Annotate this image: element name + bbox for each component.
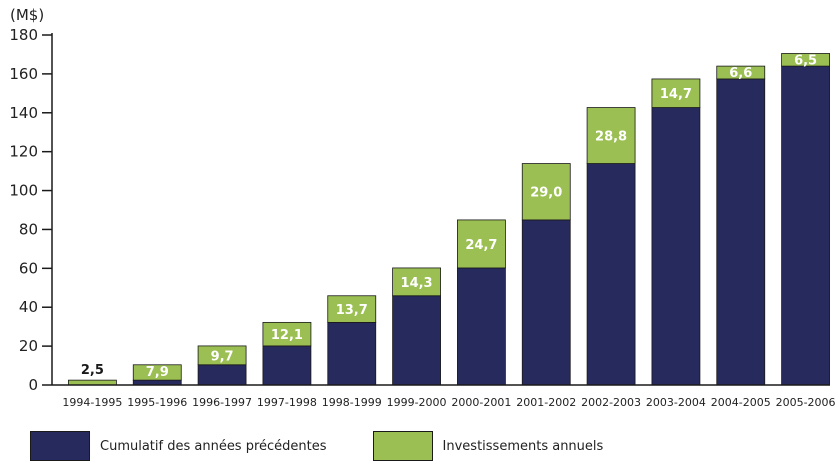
x-tick-label: 1998-1999	[322, 396, 382, 409]
x-axis-labels: 1994-1995 1995-1996 1996-1997 1997-1998 1998…	[62, 396, 835, 409]
bar-cumulative	[262, 345, 312, 386]
legend-item-cumulative: Cumulatif des années précédentes	[30, 431, 327, 461]
x-tick-label: 1996-1997	[192, 396, 252, 409]
data-label: 28,8	[595, 130, 627, 145]
bar-annual	[392, 267, 441, 297]
bar-cumulative	[392, 295, 441, 386]
legend-label-annual: Investissements annuels	[442, 438, 604, 454]
data-label: 2,5	[81, 363, 104, 378]
bar-cumulative	[327, 321, 377, 386]
y-tick-label: 60	[19, 259, 38, 277]
y-tick-label: 120	[9, 143, 38, 161]
data-label: 14,3	[401, 276, 433, 291]
bar-annual	[457, 219, 506, 269]
data-label: 24,7	[465, 238, 497, 253]
bar-cumulative	[521, 219, 571, 386]
x-tick-label: 1999-2000	[387, 396, 447, 409]
x-tick-label: 1997-1998	[257, 396, 317, 409]
legend-label-cumulative: Cumulatif des années précédentes	[100, 438, 327, 454]
y-tick-label: 140	[9, 104, 38, 122]
bar-cumulative	[586, 163, 636, 386]
bar-annual	[781, 53, 830, 67]
y-tick-label: 80	[19, 220, 38, 238]
legend: Cumulatif des années précédentes Investi…	[30, 431, 649, 461]
bar-annual	[521, 163, 571, 221]
legend-swatch-annual	[372, 431, 433, 461]
data-label: 9,7	[211, 349, 234, 364]
y-tick-label: 160	[9, 65, 38, 83]
bar-annual	[132, 364, 182, 381]
data-label: 6,6	[729, 66, 752, 81]
bar-cumulative	[457, 267, 506, 386]
bar-cumulative	[716, 78, 766, 386]
x-tick-label: 1994-1995	[62, 396, 122, 409]
data-label: 29,0	[530, 186, 562, 201]
y-tick-label: 100	[9, 182, 38, 200]
x-tick-label: 2000-2001	[451, 396, 511, 409]
x-tick-label: 2003-2004	[646, 396, 706, 409]
y-tick-label: 0	[28, 376, 38, 394]
y-tick-label: 180	[9, 26, 38, 44]
bar-annual	[262, 321, 312, 347]
bar-annual	[197, 345, 247, 366]
data-label: 14,7	[660, 87, 692, 102]
data-label: 6,5	[794, 53, 817, 68]
y-axis-ticks: 0 20 40 60 80 100 120 140 160 180	[9, 26, 52, 394]
y-axis-unit-label: (M$)	[10, 6, 44, 24]
bars-group: 2,5 7,9 9,7 12,1 13,7 14,3 24,7 29,0 28,8 14,7 6,6…	[68, 53, 830, 386]
x-tick-label: 2001-2002	[516, 396, 576, 409]
data-label: 7,9	[146, 365, 169, 380]
legend-item-annual: Investissements annuels	[372, 431, 604, 461]
x-tick-label: 2002-2003	[581, 396, 641, 409]
bar-annual	[716, 65, 766, 80]
x-tick-label: 2004-2005	[711, 396, 771, 409]
bar-annual	[586, 107, 636, 164]
data-label: 13,7	[336, 303, 368, 318]
bar-annual	[327, 295, 377, 323]
x-tick-label: 2005-2006	[776, 396, 835, 409]
legend-swatch-cumulative	[30, 431, 90, 461]
x-tick-label: 1995-1996	[127, 396, 187, 409]
y-tick-label: 20	[19, 337, 38, 355]
bar-cumulative	[197, 364, 247, 386]
data-label: 12,1	[271, 328, 303, 343]
y-tick-label: 40	[19, 298, 38, 316]
bar-cumulative	[781, 65, 830, 386]
bar-annual	[651, 78, 701, 108]
bar-cumulative	[651, 107, 701, 386]
